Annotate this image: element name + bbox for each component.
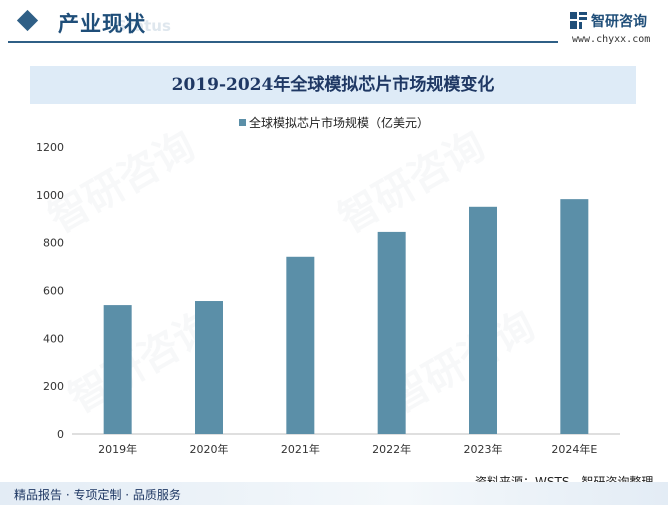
y-tick-label: 1000: [36, 189, 64, 202]
footer-bar: [0, 482, 668, 505]
chart-legend: 全球模拟芯片市场规模（亿美元）: [239, 114, 429, 131]
section-watermark: Status: [116, 17, 171, 35]
legend-label: 全球模拟芯片市场规模（亿美元）: [249, 116, 430, 130]
section-header: Status 产业现状 智研咨询 www.chyxx.com: [0, 0, 668, 50]
x-tick-label: 2020年: [190, 442, 229, 456]
bar-2019年: [103, 305, 132, 434]
bar-2020年: [195, 301, 223, 434]
bar-2024年E: [560, 199, 589, 434]
x-tick-label: 2021年: [281, 442, 320, 456]
y-tick-label: 800: [43, 237, 64, 250]
legend-swatch: [239, 119, 246, 126]
header-divider: [8, 41, 558, 43]
logo-mark-icon: [570, 12, 587, 29]
x-tick-label: 2024年E: [551, 442, 597, 456]
bar-2022年: [377, 231, 406, 434]
y-tick-label: 200: [43, 380, 64, 393]
bar-2021年: [286, 256, 315, 434]
chart-title: 2019-2024年全球模拟芯片市场规模变化: [171, 75, 495, 95]
chart-title-band: 2019-2024年全球模拟芯片市场规模变化: [30, 66, 636, 104]
y-tick-label: 1200: [36, 141, 64, 154]
footer-tagline: 精品报告 · 专项定制 · 品质服务: [14, 488, 181, 502]
logo-url: www.chyxx.com: [572, 34, 651, 45]
bar-2023年: [469, 206, 497, 434]
brand-logo: 智研咨询 www.chyxx.com: [570, 11, 665, 47]
y-tick-label: 600: [43, 285, 64, 298]
x-tick-label: 2019年: [98, 442, 137, 456]
x-tick-label: 2022年: [372, 442, 411, 456]
y-tick-label: 0: [57, 428, 64, 441]
logo-name: 智研咨询: [591, 14, 647, 30]
y-tick-label: 400: [43, 332, 64, 345]
x-tick-label: 2023年: [464, 442, 503, 456]
section-title: 产业现状: [58, 12, 146, 36]
